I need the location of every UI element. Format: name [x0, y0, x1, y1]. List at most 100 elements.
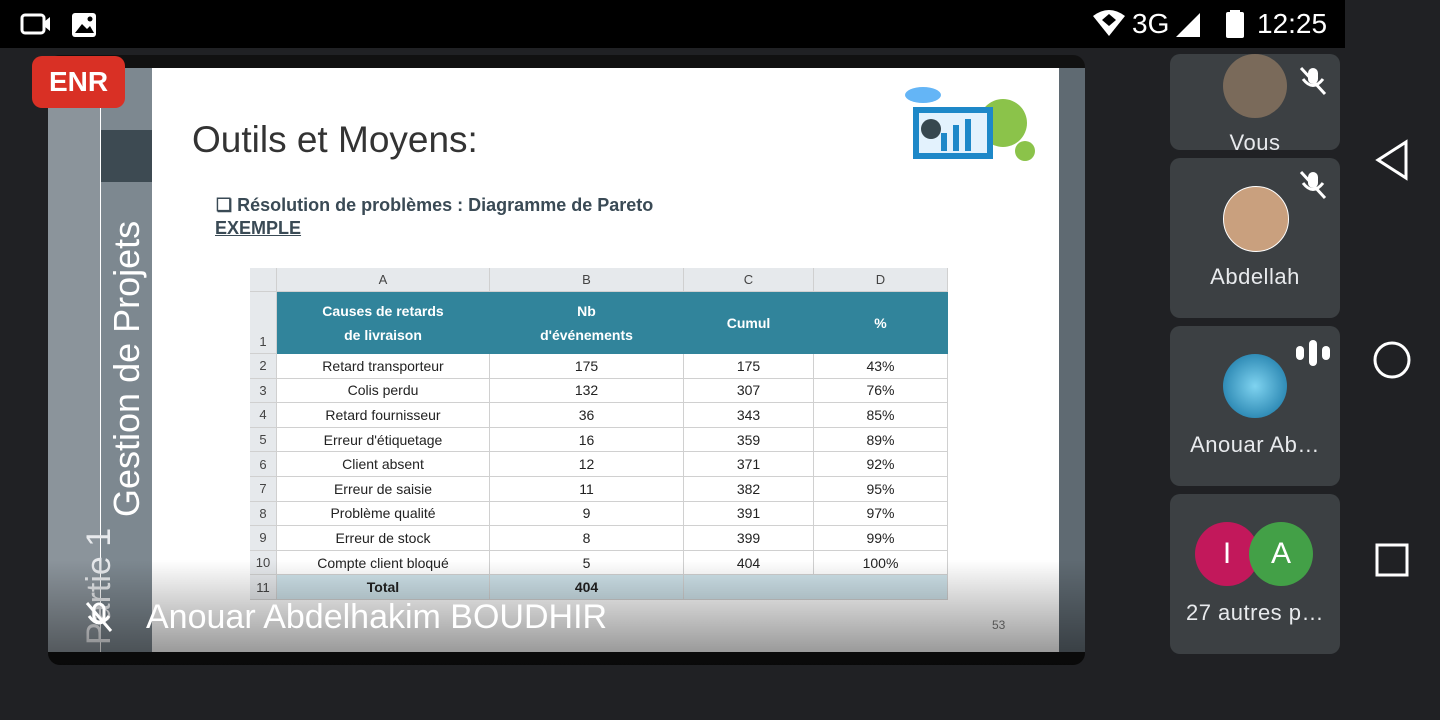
avatar: [1223, 354, 1287, 418]
table-cell: 95%: [814, 477, 948, 502]
row-number: 10: [250, 550, 277, 576]
slide-subheading: EXEMPLE: [215, 218, 302, 238]
participant-name: Abdellah: [1210, 264, 1300, 289]
table-cell: 382: [684, 477, 814, 502]
table-cell: 391: [684, 501, 814, 527]
nav-bar: [1373, 139, 1411, 577]
row-number: 9: [250, 526, 277, 551]
table-cell: 371: [684, 452, 814, 477]
row-number: 3: [250, 378, 277, 404]
side-title: Gestion de Projets: [106, 220, 147, 517]
table-cell: 132: [490, 378, 684, 404]
column-letter: C: [684, 268, 814, 292]
table-cell: 11: [490, 477, 684, 502]
total-cell: Total: [277, 575, 490, 600]
status-bar: 3G 12:25: [0, 0, 1345, 48]
table-cell: 8: [490, 526, 684, 551]
table-cell: Erreur de saisie: [277, 477, 490, 502]
bullet-text: Résolution de problèmes : Diagramme de P…: [237, 195, 654, 215]
participant-tile[interactable]: Abdellah: [1170, 158, 1340, 318]
table-cell: Colis perdu: [277, 378, 490, 404]
row-number: 4: [250, 403, 277, 428]
table-cell: Retard transporteur: [277, 354, 490, 379]
table-cell: 175: [684, 354, 814, 379]
table-cell: Erreur d'étiquetage: [277, 427, 490, 453]
muted-icon: [85, 602, 113, 632]
table-cell: Problème qualité: [277, 501, 490, 527]
slide: [152, 68, 1059, 652]
clock: 12:25: [1257, 8, 1328, 39]
slide-right-band: [1059, 68, 1085, 652]
signal-battery: [1176, 10, 1244, 38]
table-cell: 76%: [814, 378, 948, 404]
header-cell: Causes de retards de livraison: [277, 292, 490, 354]
slide-side-icon: [101, 130, 153, 182]
column-letter: D: [814, 268, 948, 292]
table-cell: 89%: [814, 427, 948, 453]
slide-illustration: [905, 87, 1035, 161]
avatar-initial: I: [1195, 522, 1259, 586]
column-letter: A: [277, 268, 490, 292]
total-cell: 404: [490, 575, 684, 600]
presenter-name: Anouar Abdelhakim BOUDHIR: [146, 598, 608, 636]
table-cell: 404: [684, 550, 814, 576]
header-cell: %: [814, 292, 948, 354]
header-cell: Cumul: [684, 292, 814, 354]
row-number: 1: [250, 292, 277, 354]
slide-bullet: ❏ Résolution de problèmes : Diagramme de…: [216, 195, 654, 215]
slide-title: Outils et Moyens:: [192, 119, 478, 160]
corner-cell: [250, 268, 277, 292]
participant-tile[interactable]: Anouar Ab…: [1170, 326, 1340, 486]
row-number: 5: [250, 427, 277, 453]
row-number: 6: [250, 452, 277, 477]
table-cell: Erreur de stock: [277, 526, 490, 551]
row-number: 11: [250, 575, 277, 600]
table-cell: 5: [490, 550, 684, 576]
recents-button[interactable]: [1375, 543, 1409, 577]
table-cell: 343: [684, 403, 814, 428]
speaking-icon: [1296, 340, 1330, 366]
table-cell: Retard fournisseur: [277, 403, 490, 428]
back-button[interactable]: [1375, 139, 1408, 181]
participant-name: 27 autres p…: [1185, 600, 1325, 625]
recording-badge: ENR: [32, 56, 125, 108]
table-cell: 36: [490, 403, 684, 428]
row-number: 7: [250, 477, 277, 502]
table-cell: Compte client bloqué: [277, 550, 490, 576]
column-letter: B: [490, 268, 684, 292]
avatar-initial: A: [1249, 522, 1313, 586]
table-cell: 85%: [814, 403, 948, 428]
row-number: 2: [250, 354, 277, 379]
header-cell: Nb d'événements: [490, 292, 684, 354]
table-cell: 92%: [814, 452, 948, 477]
name-overlay: [48, 560, 1085, 665]
table-cell: Client absent: [277, 452, 490, 477]
muted-icon: [1299, 66, 1327, 96]
table-cell: 175: [490, 354, 684, 379]
home-button[interactable]: [1373, 341, 1411, 379]
participant-tile[interactable]: Vous: [1170, 54, 1340, 150]
wifi-icon: [1093, 10, 1125, 36]
slide-left-band: [48, 68, 100, 652]
network-type: 3G: [1132, 8, 1170, 39]
table-cell: 359: [684, 427, 814, 453]
table-cell: 97%: [814, 501, 948, 527]
table-cell: 99%: [814, 526, 948, 551]
page-number: 53: [992, 618, 1006, 632]
participant-name: Vous: [1229, 130, 1281, 150]
row-number: 8: [250, 501, 277, 527]
avatar: [1223, 186, 1289, 252]
participant-name: Anouar Ab…: [1190, 432, 1320, 457]
avatar: [1223, 54, 1287, 118]
participant-tile[interactable]: I A 27 autres p…: [1170, 494, 1340, 654]
table-cell: 12: [490, 452, 684, 477]
status-icons: [20, 13, 96, 37]
table-cell: 100%: [814, 550, 948, 576]
table-cell: 399: [684, 526, 814, 551]
table-cell: 16: [490, 427, 684, 453]
table-cell: 43%: [814, 354, 948, 379]
table-cell: 307: [684, 378, 814, 404]
muted-icon: [1299, 170, 1327, 200]
shared-screen: Partie 1 Gestion de Projets Outils et Mo…: [48, 55, 1085, 665]
